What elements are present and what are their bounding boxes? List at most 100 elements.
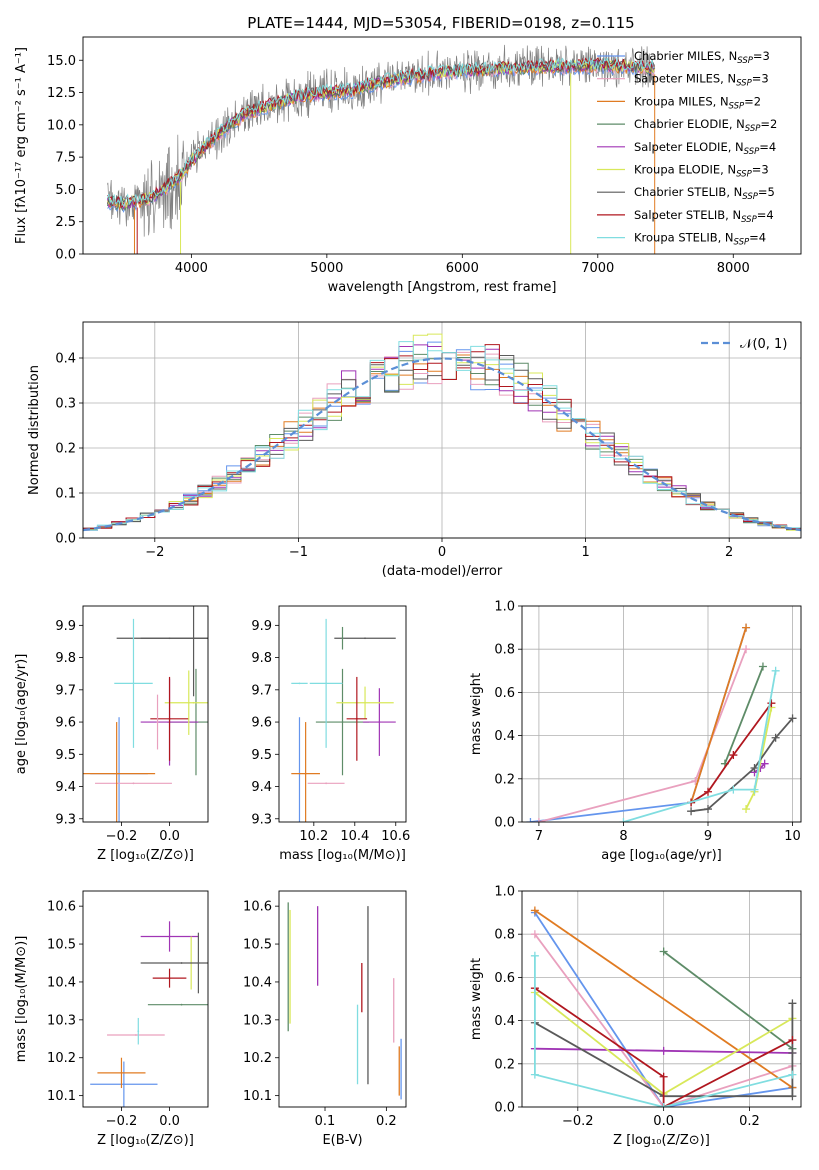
- weight-line: [623, 670, 777, 822]
- x-tick-label: 8: [619, 829, 627, 844]
- legend-entry: Kroupa ELODIE, NSSP=3: [634, 163, 769, 180]
- x-axis-label: Z [log₁₀(Z/Z⊙)]: [97, 1133, 194, 1148]
- x-tick-label: 4000: [175, 261, 208, 276]
- residual-histogram: [83, 341, 801, 538]
- data-point: [364, 637, 366, 640]
- data-point: [378, 721, 381, 723]
- plot-area: [83, 606, 208, 822]
- axes-frame: [82, 605, 209, 823]
- y-tick-label: 1.0: [494, 885, 515, 900]
- weight-marker: [530, 930, 539, 939]
- mass-vs-extinction-axes: 0.1 0.2 10.1 10.2 10.3 10.4 10.5 10.6 E(B-V): [243, 890, 407, 1148]
- x-axis-label: (data-model)/error: [382, 564, 503, 579]
- y-tick-label: 0.2: [494, 1057, 515, 1072]
- plot-area: [90, 921, 208, 1107]
- y-tick-label: 0.4: [494, 729, 515, 744]
- x-tick-label: −0.2: [106, 1114, 138, 1129]
- weight-line: [534, 912, 793, 1107]
- y-tick-label: 15.0: [47, 54, 76, 69]
- weight-line: [745, 707, 773, 810]
- y-tick-label: 10.0: [47, 118, 76, 133]
- model-spectrum: [107, 57, 656, 208]
- axes-frame: [278, 605, 407, 823]
- data-point: [180, 1003, 183, 1006]
- legend-entry: Salpeter MILES, NSSP=3: [634, 72, 769, 89]
- y-tick-label: 10.6: [47, 900, 76, 915]
- weight-line: [534, 933, 793, 1107]
- weight-marker: [788, 1070, 797, 1079]
- x-tick-label: 10.4: [340, 829, 369, 844]
- chart-title: PLATE=1444, MJD=53054, FIBERID=0198, z=0…: [247, 14, 634, 32]
- weight-marker: [788, 1036, 797, 1045]
- age-vs-metallicity-axes: −0.2 0.0 9.3 9.4 9.5 9.6 9.7 9.8 9.9 Z [log₁₀(Z/Z…: [14, 605, 209, 863]
- data-point: [298, 682, 301, 685]
- x-tick-label: −0.2: [106, 829, 138, 844]
- ticks: 0.1 0.2 10.1 10.2 10.3 10.4 10.5 10.6: [243, 900, 397, 1129]
- axes-frame: [82, 36, 802, 255]
- weight-marker: [704, 787, 712, 796]
- y-tick-label: 10.1: [47, 1089, 76, 1104]
- x-tick-label: 7000: [581, 261, 614, 276]
- y-tick-label: 9.6: [251, 716, 272, 731]
- data-point: [341, 721, 344, 723]
- y-tick-label: 10.3: [47, 1013, 76, 1028]
- axes-frame: [521, 890, 802, 1108]
- y-tick-label: 7.5: [55, 151, 76, 166]
- data-point: [304, 772, 307, 775]
- x-tick-label: 10.2: [299, 829, 328, 844]
- model-spectrum: [106, 57, 655, 208]
- data-point: [341, 637, 344, 640]
- plot-area: [106, 44, 656, 254]
- weight-marker: [729, 785, 738, 794]
- x-tick-label: 0.0: [159, 1114, 180, 1129]
- legend-entry: Chabrier MILES, NSSP=3: [634, 49, 770, 66]
- data-point: [192, 637, 195, 640]
- weight-marker: [534, 818, 543, 822]
- ticks: −0.2 0.0 0.2 0.0 0.2 0.4 0.6 0.8 1.0: [494, 885, 760, 1130]
- y-tick-label: 10.3: [243, 1013, 272, 1028]
- x-tick-label: −2: [145, 545, 164, 560]
- data-point: [122, 1083, 125, 1086]
- axes-frame: [278, 890, 407, 1108]
- weight-line: [690, 627, 747, 803]
- plot-area: [526, 623, 797, 822]
- x-tick-label: 1: [581, 545, 589, 560]
- weight-line: [534, 987, 793, 1107]
- plot-area: [291, 618, 396, 822]
- y-tick-label: 0.0: [494, 1101, 515, 1116]
- weight-marker: [530, 906, 539, 915]
- weight-marker: [758, 662, 767, 671]
- weight-marker: [788, 1049, 797, 1057]
- plot-area: [83, 333, 801, 538]
- data-point: [325, 682, 328, 685]
- x-tick-label: 10: [784, 829, 801, 844]
- x-axis-label: Z [log₁₀(Z/Z⊙)]: [97, 848, 194, 863]
- weight-marker: [771, 666, 780, 675]
- ticks: −0.2 0.0 10.1 10.2 10.3 10.4 10.5 10.6: [47, 900, 180, 1129]
- y-tick-label: 10.5: [243, 938, 272, 953]
- plot-area: [287, 902, 402, 1100]
- y-tick-label: 9.8: [55, 651, 76, 666]
- data-point: [180, 962, 183, 964]
- axes-frame: [521, 605, 802, 823]
- weight-marker: [742, 623, 751, 632]
- y-tick-label: 9.9: [55, 619, 76, 634]
- data-point: [137, 1030, 140, 1033]
- weight-marker: [526, 818, 535, 822]
- x-tick-label: 5000: [310, 261, 343, 276]
- data-point: [115, 772, 118, 775]
- legend-entry: Chabrier ELODIE, NSSP=2: [634, 117, 777, 134]
- y-tick-label: 0.6: [494, 971, 515, 986]
- x-tick-label: 0: [438, 545, 446, 560]
- spectrum-axes: 4000 5000 6000 7000 8000 0.0 2.5 5.0 7.5 10.0 12.5…: [14, 14, 802, 295]
- observed-spectrum: [107, 44, 656, 237]
- weight-marker: [750, 785, 759, 794]
- data-point: [156, 721, 159, 723]
- weight-marker: [687, 807, 696, 816]
- data-point: [192, 701, 195, 704]
- y-tick-label: 9.5: [251, 748, 272, 763]
- x-tick-label: 6000: [446, 261, 479, 276]
- y-tick-label: 10.5: [47, 938, 76, 953]
- y-tick-label: 0.0: [494, 816, 515, 831]
- x-tick-label: 0.0: [159, 829, 180, 844]
